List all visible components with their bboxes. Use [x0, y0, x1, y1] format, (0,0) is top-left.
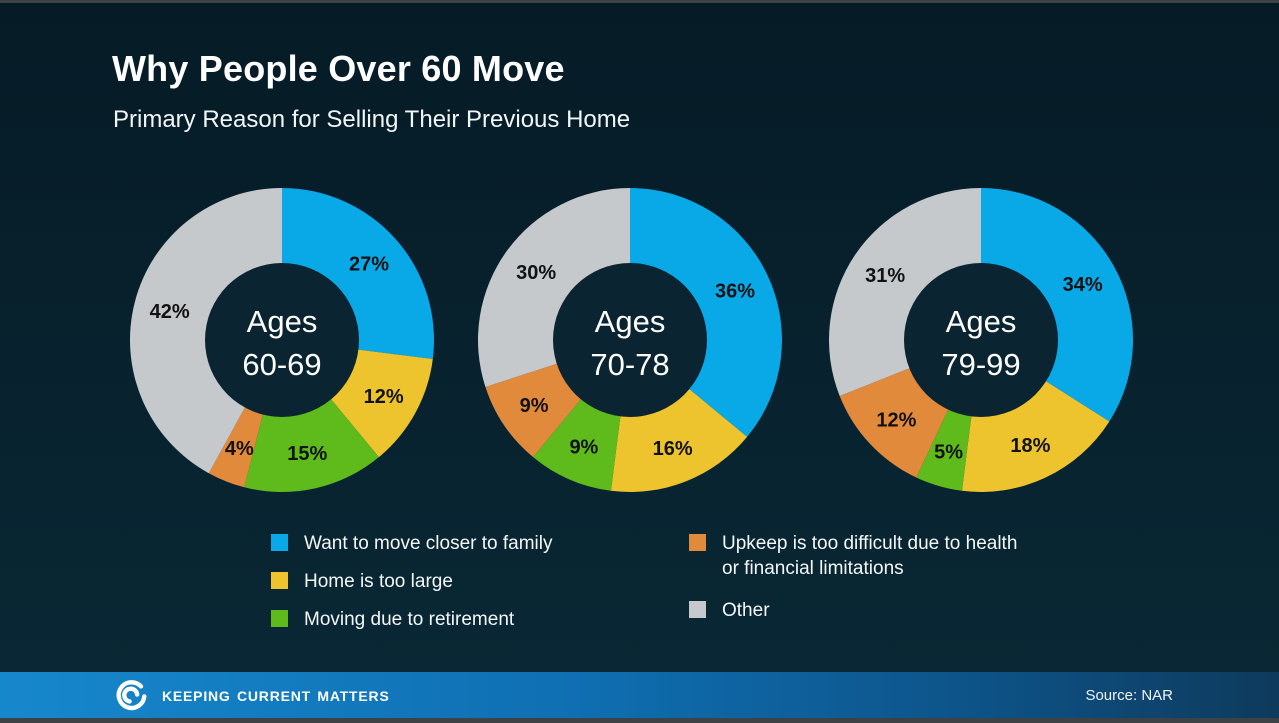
donut-hole: [205, 263, 359, 417]
legend-column-left: Want to move closer to family Home is too…: [271, 531, 552, 645]
donut-chart-60-69: 27% 12% 15% 4% 42% Ages 60-69: [129, 187, 435, 493]
legend-item-label: Other: [722, 600, 770, 621]
donut-slice: [630, 188, 783, 437]
brand-name: Keeping Current Matters: [162, 683, 390, 706]
legend-item-label: Moving due to retirement: [304, 609, 515, 630]
legend-item: Upkeep is too difficult due to health or…: [689, 531, 1018, 581]
legend-item: Want to move closer to family: [271, 531, 552, 556]
legend-swatch: [271, 610, 288, 627]
legend-swatch: [689, 534, 706, 551]
slice-percent-label: 36%: [715, 281, 755, 303]
slice-percent-label: 31%: [865, 265, 905, 287]
legend-item-label: Want to move closer to family: [304, 533, 553, 554]
legend-swatch: [271, 572, 288, 589]
donut-svg: 34% 18% 5% 12% 31% Ages 79-99: [828, 188, 1134, 492]
donut-chart-70-78: 36% 16% 9% 9% 30% Ages 70-78: [477, 187, 783, 493]
slice-percent-label: 9%: [520, 395, 549, 417]
top-edge: [0, 0, 1279, 3]
donut-hole: [904, 263, 1058, 417]
slice-percent-label: 34%: [1063, 274, 1103, 296]
donut-center-label: 70-78: [590, 347, 669, 382]
donut-svg: 36% 16% 9% 9% 30% Ages 70-78: [478, 188, 783, 492]
slice-percent-label: 30%: [516, 262, 556, 284]
legend-swatch: [271, 534, 288, 551]
donut-center-label: Ages: [595, 304, 666, 339]
legend-item-label: Home is too large: [304, 571, 453, 592]
kcm-swirl-logo-icon: [116, 680, 147, 711]
slice-percent-label: 12%: [876, 409, 916, 431]
bottom-edge: [0, 718, 1279, 723]
legend-item: Home is too large: [271, 569, 552, 594]
slice-percent-label: 5%: [934, 441, 963, 463]
page-title: Why People Over 60 Move: [112, 48, 565, 89]
slice-percent-label: 16%: [653, 438, 693, 460]
donut-hole: [553, 263, 707, 417]
donut-center-label: Ages: [247, 304, 318, 339]
legend-item-label: Upkeep is too difficult due to health or…: [722, 533, 1018, 579]
source-label: Source: NAR: [1085, 686, 1173, 704]
donut-chart-79-99: 34% 18% 5% 12% 31% Ages 79-99: [828, 187, 1134, 493]
donut-charts: 27% 12% 15% 4% 42% Ages 60-69 36% 16% 9% 9% 30% Ages…: [0, 187, 1279, 493]
legend-swatch: [689, 601, 706, 618]
donut-center-label: 79-99: [941, 347, 1020, 382]
brand: Keeping Current Matters: [112, 676, 390, 714]
slice-percent-label: 12%: [364, 386, 404, 408]
slice-percent-label: 42%: [150, 301, 190, 323]
legend-item: Other: [689, 598, 1018, 623]
donut-svg: 27% 12% 15% 4% 42% Ages 60-69: [129, 188, 434, 492]
legend-item: Moving due to retirement: [271, 607, 552, 632]
slice-percent-label: 18%: [1010, 435, 1050, 457]
donut-center-label: 60-69: [242, 347, 321, 382]
footer-bar: Keeping Current Matters Source: NAR: [0, 672, 1279, 718]
page-subtitle: Primary Reason for Selling Their Previou…: [113, 106, 631, 133]
slice-percent-label: 27%: [349, 253, 389, 275]
donut-center-label: Ages: [946, 304, 1017, 339]
slice-percent-label: 9%: [569, 437, 598, 459]
legend-column-right: Upkeep is too difficult due to health or…: [689, 531, 1018, 636]
slice-percent-label: 4%: [225, 438, 254, 460]
slice-percent-label: 15%: [287, 443, 327, 465]
